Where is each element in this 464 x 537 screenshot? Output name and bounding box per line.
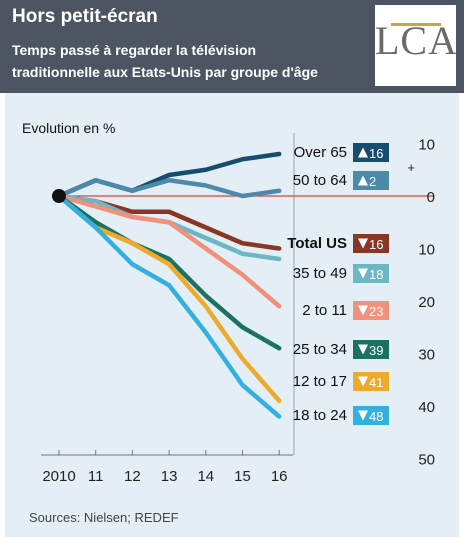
origin-dot [52,189,66,203]
series-label: 18 to 24 [293,407,347,424]
series-label: 12 to 17 [293,373,347,390]
x-tick-label: 12 [124,468,141,485]
series-line [56,151,282,199]
down-triangle-icon [358,238,368,249]
y-tick-label: 10 [418,137,435,154]
y-tick-label: 50 [418,452,435,469]
y-tick-label: + [407,160,415,175]
y-tick-label: 20 [418,294,435,311]
up-triangle-icon [358,175,368,186]
series-line [56,193,282,309]
source-note: Sources: Nielsen; REDEF [29,510,179,525]
subtitle-line-2: traditionnelle aux Etats-Unis par groupe… [12,64,318,80]
down-triangle-icon [358,344,368,355]
up-triangle-icon [358,147,368,158]
y-tick-label: 10 [418,242,435,259]
page-title: Hors petit-écran [12,6,158,27]
logo-text: LCA [375,18,458,63]
x-tick-label: 11 [88,468,104,485]
series-badge-value: 18 [369,267,383,282]
series-label: 25 to 34 [293,341,347,358]
series-line [56,193,282,351]
x-tick-label: 14 [197,468,214,485]
x-tick-label: 13 [161,468,178,485]
y-axis-label: Evolution en % [22,120,116,136]
series-badge-value: 41 [369,375,383,390]
series-line [56,178,282,199]
series-label: 50 to 64 [293,172,347,189]
x-tick-label: 2010 [42,468,75,485]
logo-accent-bar [391,23,441,26]
series-label: Total US [287,235,347,252]
series-badge-value: 2 [369,174,376,189]
lca-logo: LCA [375,5,458,86]
series-badge-value: 16 [369,146,383,161]
series-label: 2 to 11 [302,302,347,319]
y-tick-label: 30 [418,347,435,364]
x-tick-label: 16 [271,468,288,485]
series-badge-value: 48 [369,409,383,424]
y-tick-label: 0 [427,189,435,206]
y-tick-label: 40 [418,399,435,416]
x-tick-label: 15 [234,468,251,485]
series-label: 35 to 49 [293,265,347,282]
series-badge-value: 39 [369,343,383,358]
chart-panel: 10 +0 10 20 30 40 50 2010 11 12 13 14 15 16 Over 65 16 5… [5,93,459,537]
down-triangle-icon [358,268,368,279]
series-line [56,193,282,419]
series-label: Over 65 [294,144,347,161]
subtitle-line-1: Temps passé à regarder la télévision [12,42,257,58]
series-badge-value: 16 [369,237,383,252]
series-badge-value: 23 [369,304,383,319]
down-triangle-icon [358,305,368,316]
down-triangle-icon [358,410,368,421]
down-triangle-icon [358,376,368,387]
header-banner: Hors petit-écran Temps passé à regarder … [0,0,464,93]
